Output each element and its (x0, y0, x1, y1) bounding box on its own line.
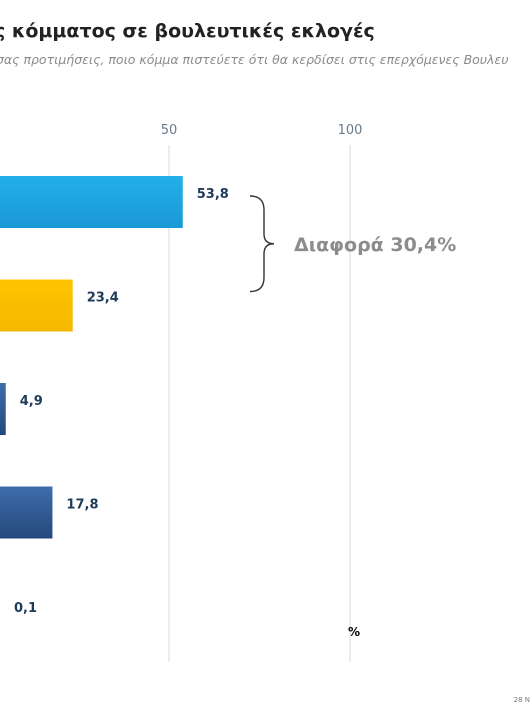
data-label-4: 17,8 (66, 498, 98, 513)
x-tick-label-100: 100 (338, 123, 363, 138)
chart-subtitle: σας προτιμήσεις, ποιο κόμμα πιστεύετε ότ… (0, 52, 509, 67)
bar-3 (0, 383, 6, 435)
bar-1 (0, 176, 183, 228)
difference-annotation: Διαφορά 30,4% (294, 234, 456, 256)
bar-4 (0, 486, 53, 539)
data-label-5: 0,1 (14, 601, 37, 616)
data-label-1: 53,8 (197, 187, 229, 202)
chart-title: ς κόμματος σε βουλευτικές εκλογές (0, 20, 375, 42)
footer-date: 28 Ν (513, 696, 530, 704)
data-label-3: 4,9 (20, 394, 43, 409)
curly-brace-annotation (249, 195, 275, 293)
data-label-2: 23,4 (87, 291, 119, 306)
unit-label: % (348, 625, 360, 639)
x-tick-label-50: 50 (161, 123, 178, 138)
bar-2 (0, 279, 73, 332)
chart-subtitle-continuation: ) (0, 72, 1, 87)
